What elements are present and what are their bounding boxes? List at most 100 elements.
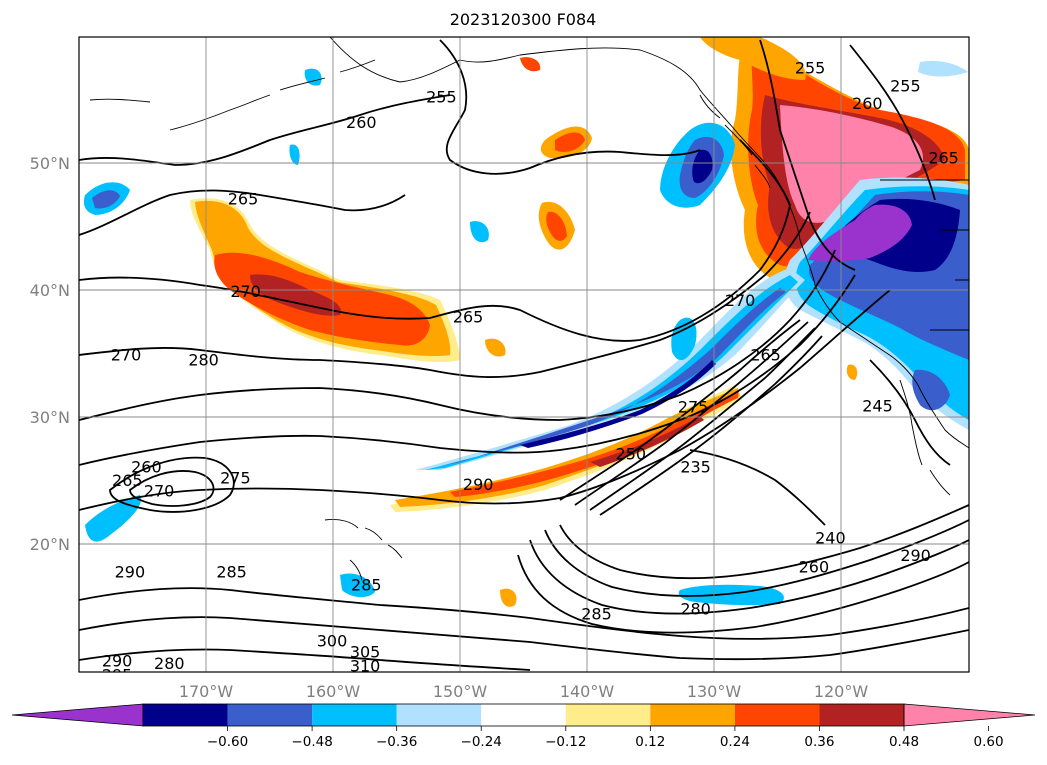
colorbar-bin — [227, 704, 313, 726]
contour-jet4 — [599, 335, 823, 516]
shade-west-purple — [808, 204, 912, 262]
x-tick-label: 170°W — [179, 682, 234, 701]
shade-alaska-orange — [700, 37, 806, 80]
contour-label: 270 — [111, 346, 142, 365]
shade-jetpos-red — [450, 392, 738, 497]
contour-label: 270 — [230, 282, 261, 301]
contour-label: 310 — [350, 657, 381, 676]
x-tick-labels: 170°W 160°W 150°W 140°W 130°W 120°W — [179, 682, 869, 701]
shade-blob-2 — [546, 211, 567, 241]
contour-label: 265 — [928, 149, 959, 168]
colorbar-bin — [819, 704, 904, 726]
contour-235 — [689, 449, 826, 526]
y-tick-label: 20°N — [30, 535, 70, 554]
contour-coast2 — [849, 44, 936, 201]
contour-label: 270 — [725, 291, 756, 310]
contour-label: 260 — [799, 558, 830, 577]
contour-label: 290 — [900, 546, 931, 565]
contour-jet1 — [559, 319, 801, 501]
contour-loop4 — [517, 554, 969, 634]
gridlines — [79, 37, 969, 672]
colorbar-bin — [312, 704, 397, 726]
shade-blob-18 — [918, 60, 968, 77]
shade-blob-12 — [485, 338, 506, 357]
contour-gyre2 — [129, 470, 215, 507]
contour-loop3 — [529, 539, 969, 615]
colorbar-frame — [142, 703, 905, 727]
colorbar-bin — [565, 704, 651, 726]
x-tick-label: 120°W — [814, 682, 869, 701]
coast-borders — [880, 179, 969, 331]
contour-c — [79, 249, 836, 421]
contour-label: 255 — [890, 76, 921, 95]
colorbar-tick-label: 0.48 — [889, 734, 919, 750]
shade-jetpos-dark — [590, 416, 704, 467]
x-tick-label: 130°W — [687, 682, 742, 701]
shade-goa-deep — [692, 149, 713, 184]
contour-label: 275 — [678, 398, 709, 417]
contour-north1 — [79, 94, 451, 166]
contour-label: 280 — [680, 600, 711, 619]
colorbar-bin — [143, 704, 228, 726]
coast-bc-islands — [699, 94, 771, 189]
shade-blob-8 — [470, 221, 489, 243]
shade-mexico-blue — [912, 369, 950, 411]
contour-label: 295 — [102, 666, 133, 685]
contour-label: 260 — [131, 457, 162, 476]
contour-label: 240 — [815, 528, 846, 547]
colorbar-tick-label: −0.48 — [291, 734, 332, 750]
contour-label: 310 — [782, 682, 813, 701]
colorbar-bin — [650, 704, 735, 726]
shade-jet-lightblue — [415, 268, 805, 470]
x-tick-label: 140°W — [560, 682, 615, 701]
colorbar-tick-label: 0.36 — [804, 734, 834, 750]
coast-hawaii — [324, 519, 403, 581]
contour-label: 290 — [102, 652, 133, 671]
contour-north2 — [79, 189, 406, 236]
contour-label: 305 — [744, 685, 775, 704]
colorbar-bin — [396, 704, 482, 726]
colorbar-tick-label: −0.24 — [461, 734, 502, 750]
contour-label: 285 — [581, 605, 612, 624]
contour-b — [79, 211, 811, 378]
contour-label: 260 — [852, 94, 883, 113]
shade-jet-blue — [425, 275, 798, 470]
shading-layer — [83, 37, 969, 607]
shade-pnw-pink — [780, 105, 924, 223]
contour-jet3 — [589, 327, 816, 511]
contour-south1 — [79, 587, 969, 640]
colorbar-ticks — [227, 726, 989, 731]
contour-loop2 — [544, 519, 969, 597]
map-frame — [78, 36, 970, 673]
contour-south2 — [79, 616, 969, 661]
shade-blob-4 — [555, 132, 585, 152]
contour-label: 265 — [453, 307, 484, 326]
shade-blob-15 — [289, 144, 300, 165]
colorbar-extend-low — [11, 703, 144, 727]
contour-label: 235 — [680, 457, 711, 476]
contour-a — [79, 139, 791, 342]
contour-label: 255 — [795, 59, 826, 78]
contour-label: 270 — [144, 481, 175, 500]
colorbar-tick-label: 0.12 — [635, 734, 665, 750]
contour-label: 290 — [463, 475, 494, 494]
colorbar-extend-high — [903, 703, 1036, 727]
shade-jetpos-orange — [395, 388, 740, 507]
shade-blob-17 — [846, 364, 858, 380]
shade-blob-14 — [520, 57, 541, 72]
contour-label: 275 — [220, 469, 251, 488]
contour-label: 290 — [115, 563, 146, 582]
contour-label: 250 — [616, 445, 647, 464]
colorbar-tick-label: −0.60 — [207, 734, 248, 750]
contour-label: 260 — [346, 113, 377, 132]
y-tick-labels: 50°N 40°N 30°N 20°N — [30, 154, 70, 554]
coast-baja — [899, 379, 951, 496]
contour-lines — [79, 39, 969, 671]
contour-label: 265 — [112, 471, 143, 490]
colorbar-segments — [11, 703, 1036, 727]
colorbar-tick-labels: −0.60 −0.48 −0.36 −0.24 −0.12 0.12 0.24 0.36 0.4… — [207, 734, 1004, 750]
colorbar-bin — [734, 704, 820, 726]
